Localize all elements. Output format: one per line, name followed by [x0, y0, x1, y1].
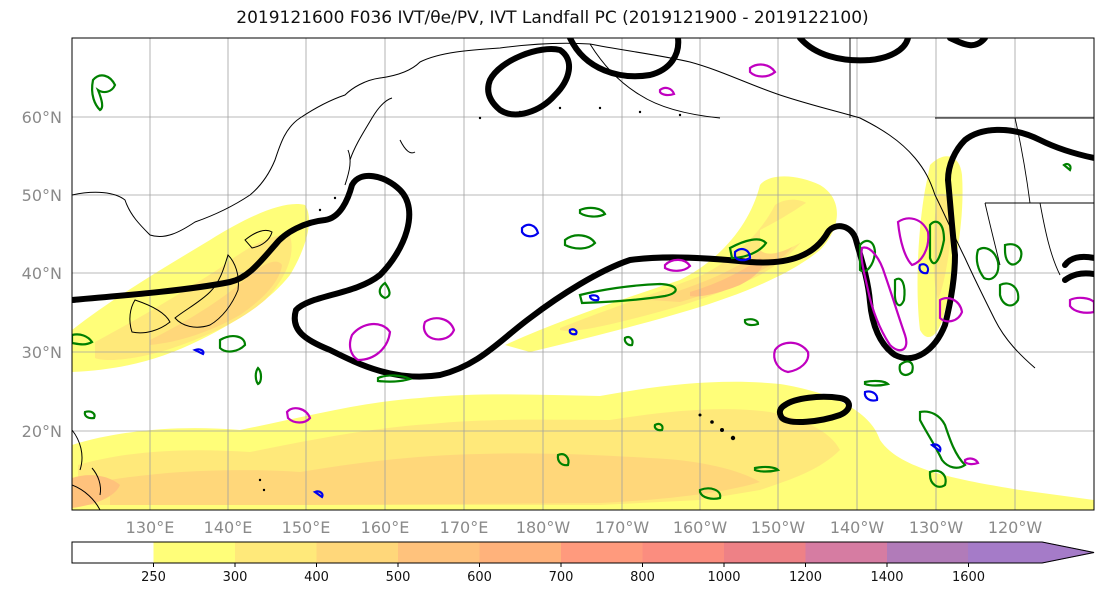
- colorbar-tick-label: 1600: [952, 570, 985, 585]
- colorbar-tick-label: 250: [141, 570, 166, 585]
- lon-label-170e: 170°E: [440, 518, 489, 537]
- colorbar-segment: [479, 542, 562, 563]
- map-frame: [71, 37, 1095, 511]
- ivt-colorbar: 250 300 400 500 600 700 800 1000 1200 1400 1600: [71, 541, 1095, 585]
- ivt-landfall-contour: [72, 38, 1094, 425]
- lon-label-130e: 130°E: [126, 518, 175, 537]
- coastlines: [72, 42, 1036, 510]
- pv-low-contours: [192, 223, 942, 499]
- lon-label-150w: 150°W: [751, 518, 806, 537]
- colorbar-tick-label: 400: [304, 570, 329, 585]
- lat-label-40n: 40°N: [22, 264, 62, 283]
- colorbar-tick-label: 600: [467, 570, 492, 585]
- pv-high-contours: [285, 63, 1094, 466]
- colorbar-segment: [642, 542, 725, 563]
- colorbar-segment: [153, 542, 236, 563]
- lat-label-30n: 30°N: [22, 343, 62, 362]
- colorbar-tick-label: 1200: [789, 570, 822, 585]
- colorbar-segment: [887, 542, 969, 563]
- lon-label-130w: 130°W: [909, 518, 964, 537]
- political-borders: [849, 38, 1094, 276]
- colorbar-segment: [724, 542, 806, 563]
- colorbar-tick-label: 800: [630, 570, 655, 585]
- lon-label-160e: 160°E: [361, 518, 410, 537]
- colorbar-tick-label: 700: [549, 570, 574, 585]
- colorbar-segment: [561, 542, 643, 563]
- theta-e-contours: [72, 74, 1072, 500]
- lon-label-160w: 160°W: [673, 518, 728, 537]
- colorbar-segment: [72, 542, 154, 563]
- lon-label-170w: 170°W: [595, 518, 650, 537]
- colorbar-segment: [805, 542, 888, 563]
- longitude-axis: 130°E 140°E 150°E 160°E 170°E 180°W 170°…: [126, 518, 1043, 537]
- colorbar-tick-label: 1000: [707, 570, 740, 585]
- lon-label-120w: 120°W: [988, 518, 1043, 537]
- lon-label-140w: 140°W: [830, 518, 885, 537]
- colorbar-tick-label: 500: [386, 570, 411, 585]
- colorbar-segment: [235, 542, 317, 563]
- colorbar-tick-label: 1400: [870, 570, 903, 585]
- colorbar-segment: [398, 542, 480, 563]
- map-title: 2019121600 F036 IVT/θe/PV, IVT Landfall …: [236, 8, 869, 28]
- colorbar-outline: [71, 541, 1095, 564]
- colorbar-segment: [316, 542, 399, 563]
- lon-label-140e: 140°E: [204, 518, 253, 537]
- latitude-axis: 60°N 50°N 40°N 30°N 20°N: [22, 108, 62, 441]
- lon-label-150e: 150°E: [282, 518, 331, 537]
- lon-label-180w: 180°W: [516, 518, 571, 537]
- colorbar-arrow-segment: [968, 541, 1095, 564]
- colorbar-tick-label: 300: [223, 570, 248, 585]
- lat-label-20n: 20°N: [22, 422, 62, 441]
- lat-label-50n: 50°N: [22, 186, 62, 205]
- lat-label-60n: 60°N: [22, 108, 62, 127]
